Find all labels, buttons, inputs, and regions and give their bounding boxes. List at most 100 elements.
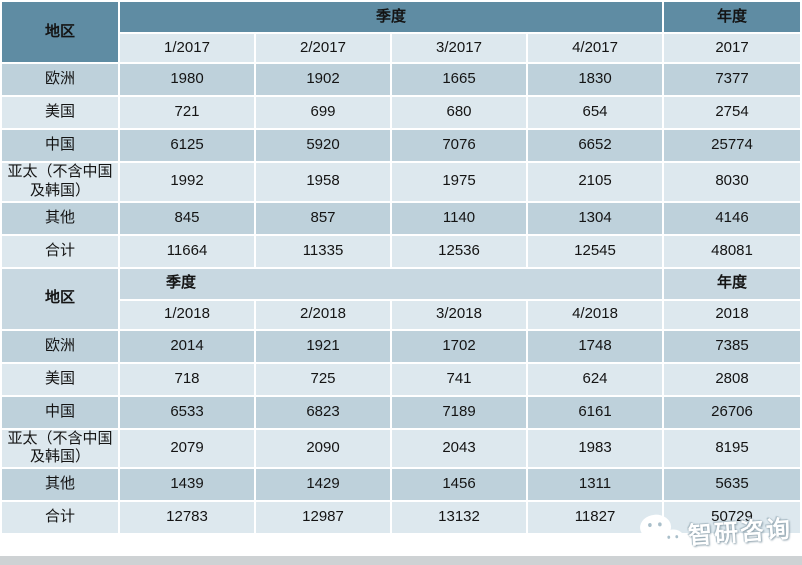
table-row: 合计 12783 12987 13132 11827 50729 [2,502,801,533]
region-cell: 亚太（不含中国及韩国） [2,163,118,201]
table-row: 亚太（不含中国及韩国） 1992 1958 1975 2105 8030 [2,163,801,201]
value-cell: 1311 [528,469,663,500]
value-cell: 1140 [392,202,526,234]
value-cell: 1439 [120,469,254,500]
region-cell: 亚太（不含中国及韩国） [2,429,118,467]
value-cell: 2105 [528,163,663,201]
value-cell: 11827 [528,502,663,533]
region-header: 地区 [2,2,118,62]
region-cell: 美国 [2,363,118,395]
table-row: 美国 721 699 680 654 2754 [2,97,801,128]
value-cell: 6161 [528,396,663,428]
table-2017: 地区 季度 年度 1/2017 2/2017 3/2017 4/2017 2017 欧洲 1980… [0,0,802,269]
table-2018: 地区 季度 年度 1/2018 2/2018 3/2018 4/2018 2018 欧洲 2014… [0,267,802,536]
quarter-col-header: 1/2018 [120,300,254,329]
total-cell: 7385 [664,330,801,362]
value-cell: 6125 [120,130,254,161]
total-cell: 50729 [664,502,801,533]
value-cell: 680 [392,97,526,128]
value-cell: 11664 [120,235,254,267]
value-cell: 1665 [392,64,526,95]
quarter-group-header: 季度 [120,268,663,299]
total-cell: 25774 [664,130,801,161]
value-cell: 12545 [528,235,663,267]
table-row: 欧洲 2014 1921 1702 1748 7385 [2,330,801,362]
value-cell: 1992 [120,163,254,201]
quarter-col-header: 3/2017 [392,34,526,62]
table-row: 中国 6533 6823 7189 6161 26706 [2,396,801,428]
value-cell: 2090 [256,429,390,467]
total-cell: 8030 [664,163,801,201]
value-cell: 2043 [392,429,526,467]
value-cell: 1456 [392,469,526,500]
value-cell: 1429 [256,469,390,500]
total-cell: 2808 [664,363,801,395]
total-cell: 26706 [664,396,801,428]
value-cell: 1975 [392,163,526,201]
region-header: 地区 [2,268,118,329]
value-cell: 13132 [392,502,526,533]
value-cell: 857 [256,202,390,234]
table-row: 合计 11664 11335 12536 12545 48081 [2,235,801,267]
region-cell: 美国 [2,97,118,128]
quarter-col-header: 2/2017 [256,34,390,62]
region-cell: 合计 [2,502,118,533]
total-cell: 48081 [664,235,801,267]
value-cell: 11335 [256,235,390,267]
value-cell: 12783 [120,502,254,533]
total-cell: 7377 [664,64,801,95]
value-cell: 7076 [392,130,526,161]
region-cell: 欧洲 [2,330,118,362]
region-cell: 欧洲 [2,64,118,95]
total-cell: 8195 [664,429,801,467]
value-cell: 7189 [392,396,526,428]
value-cell: 718 [120,363,254,395]
value-cell: 1980 [120,64,254,95]
quarter-col-header: 4/2017 [528,34,663,62]
value-cell: 1921 [256,330,390,362]
quarter-group-header: 季度 [120,2,663,32]
year-col-header: 2017 [664,34,801,62]
value-cell: 12536 [392,235,526,267]
value-cell: 1702 [392,330,526,362]
value-cell: 699 [256,97,390,128]
year-group-header: 年度 [664,268,801,299]
value-cell: 1830 [528,64,663,95]
value-cell: 1958 [256,163,390,201]
region-cell: 合计 [2,235,118,267]
year-group-header: 年度 [664,2,801,32]
quarter-col-header: 4/2018 [528,300,663,329]
value-cell: 1902 [256,64,390,95]
value-cell: 845 [120,202,254,234]
table-row: 欧洲 1980 1902 1665 1830 7377 [2,64,801,95]
value-cell: 2079 [120,429,254,467]
value-cell: 1748 [528,330,663,362]
region-cell: 其他 [2,469,118,500]
bottom-gray-bar [0,556,802,565]
quarter-col-header: 3/2018 [392,300,526,329]
region-cell: 中国 [2,130,118,161]
value-cell: 1983 [528,429,663,467]
value-cell: 725 [256,363,390,395]
value-cell: 6533 [120,396,254,428]
table-row: 其他 1439 1429 1456 1311 5635 [2,469,801,500]
total-cell: 2754 [664,97,801,128]
year-col-header: 2018 [664,300,801,329]
value-cell: 2014 [120,330,254,362]
region-cell: 中国 [2,396,118,428]
value-cell: 1304 [528,202,663,234]
region-cell: 其他 [2,202,118,234]
quarter-col-header: 1/2017 [120,34,254,62]
value-cell: 721 [120,97,254,128]
table-row: 美国 718 725 741 624 2808 [2,363,801,395]
value-cell: 5920 [256,130,390,161]
value-cell: 6652 [528,130,663,161]
table-row: 亚太（不含中国及韩国） 2079 2090 2043 1983 8195 [2,429,801,467]
quarter-col-header: 2/2018 [256,300,390,329]
value-cell: 654 [528,97,663,128]
value-cell: 12987 [256,502,390,533]
value-cell: 6823 [256,396,390,428]
table-row: 其他 845 857 1140 1304 4146 [2,202,801,234]
value-cell: 741 [392,363,526,395]
